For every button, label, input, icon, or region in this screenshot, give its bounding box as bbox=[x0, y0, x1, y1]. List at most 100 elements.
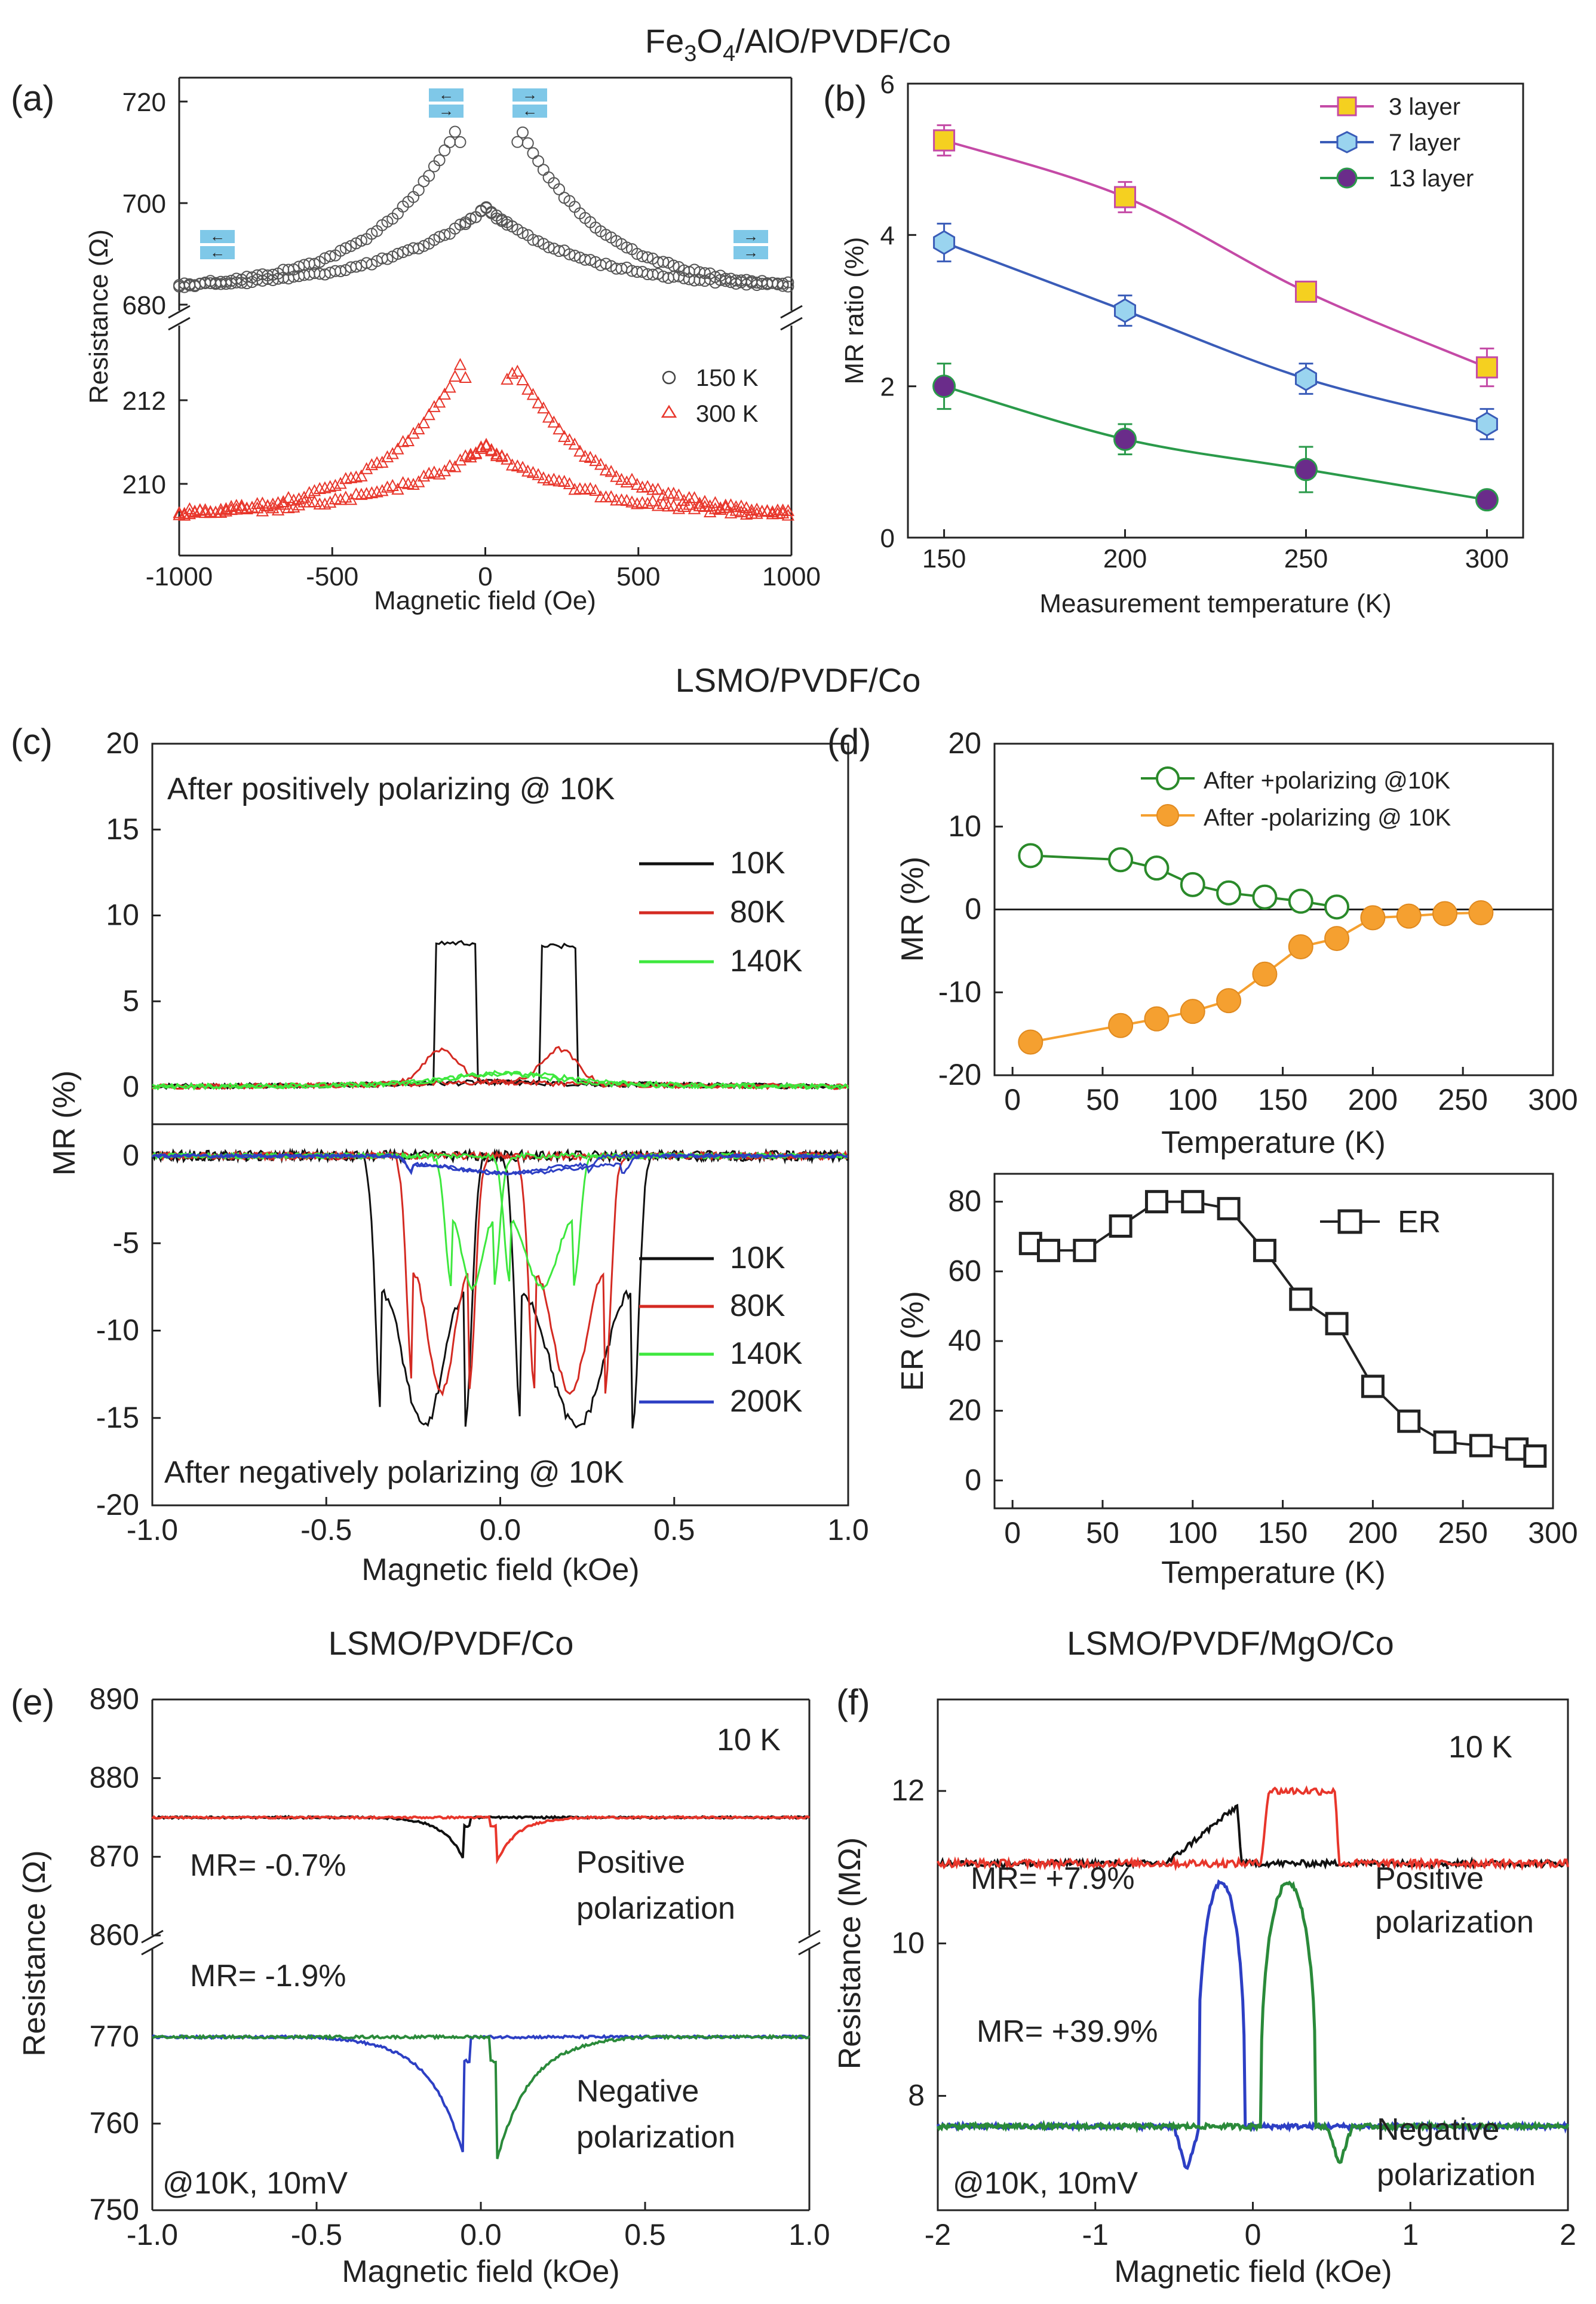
data-point-150k bbox=[501, 219, 513, 231]
db-x-tick-label: 0 bbox=[1004, 1516, 1021, 1550]
data-point-300k bbox=[376, 484, 389, 496]
data-point-300k bbox=[625, 495, 639, 508]
data-point-300k bbox=[683, 498, 696, 510]
panel-label-d: (d) bbox=[827, 722, 871, 762]
svg-text:←: ← bbox=[438, 85, 454, 103]
b-y-tick-label: 0 bbox=[880, 524, 895, 553]
data-point-pos-polarizing bbox=[1180, 872, 1205, 897]
db-x-tick-label: 150 bbox=[1258, 1516, 1308, 1550]
data-point-ER bbox=[1325, 1312, 1349, 1336]
data-point-ER bbox=[1289, 1287, 1313, 1311]
data-point-150k bbox=[569, 250, 581, 262]
e-x-tick-label: 0.5 bbox=[624, 2218, 666, 2251]
legend-label-80K: 80K bbox=[730, 895, 785, 929]
data-point-pos-polarizing bbox=[1018, 843, 1043, 869]
data-point-150k bbox=[490, 212, 503, 225]
data-point-300k bbox=[698, 495, 711, 507]
f-x-tick-label: 0 bbox=[1245, 2218, 1262, 2251]
data-point-300k bbox=[453, 358, 467, 370]
data-point-300k bbox=[646, 494, 659, 507]
e-yu-tick-label: 860 bbox=[90, 1918, 139, 1952]
data-point-ER bbox=[1144, 1190, 1168, 1214]
e-x-tick-label: 1.0 bbox=[788, 2218, 830, 2251]
magnetization-arrow-icon: ← ← ← → → ← → → bbox=[200, 85, 768, 261]
data-point-pos-polarizing bbox=[1324, 894, 1350, 920]
e-yl-tick-label: 770 bbox=[90, 2020, 139, 2053]
f-y-tick-label: 8 bbox=[908, 2079, 925, 2112]
a-x-tick-label: 0 bbox=[478, 562, 492, 591]
data-point-300k bbox=[708, 496, 722, 508]
data-point-300k bbox=[687, 491, 701, 504]
data-point-300k bbox=[573, 482, 587, 495]
a-x-tick-label: -500 bbox=[306, 562, 358, 591]
data-point-300k bbox=[407, 427, 420, 439]
data-point-300k bbox=[230, 502, 243, 515]
db-x-tick-label: 250 bbox=[1438, 1516, 1487, 1550]
data-point-300k bbox=[214, 505, 228, 518]
dt-x-tick-label: 150 bbox=[1258, 1083, 1308, 1116]
a-yu-tick-label: 680 bbox=[122, 291, 166, 320]
data-point-300k bbox=[558, 474, 571, 487]
data-point-3-layer bbox=[1114, 186, 1137, 208]
data-point-300k bbox=[615, 473, 628, 485]
legend-label-10K: 10K bbox=[730, 846, 785, 881]
b-y-tick-label: 6 bbox=[880, 70, 895, 99]
data-point-300k bbox=[277, 498, 290, 510]
dt-x-tick-label: 200 bbox=[1348, 1083, 1398, 1116]
data-point-pos-polarizing bbox=[1288, 888, 1313, 914]
data-point-300k bbox=[235, 499, 248, 511]
data-point-3-layer bbox=[1294, 280, 1317, 303]
data-point-300k bbox=[631, 477, 644, 490]
x-axis-label-b: Measurement temperature (K) bbox=[1039, 589, 1391, 618]
db-y-tick-label: 40 bbox=[948, 1324, 981, 1357]
data-point-300k bbox=[370, 485, 383, 498]
data-point-ER bbox=[1217, 1197, 1241, 1220]
data-point-150k bbox=[553, 183, 566, 195]
data-point-300k bbox=[183, 502, 197, 514]
dt-x-tick-label: 50 bbox=[1086, 1083, 1119, 1116]
data-point-300k bbox=[589, 483, 602, 496]
series-line-positive-red bbox=[151, 1815, 811, 1865]
db-y-tick-label: 0 bbox=[965, 1463, 981, 1496]
data-point-150k bbox=[241, 277, 253, 290]
data-point-300k bbox=[422, 467, 435, 479]
data-point-300k bbox=[266, 501, 280, 514]
f-y-tick-label: 12 bbox=[891, 1774, 925, 1807]
dt-x-tick-label: 300 bbox=[1528, 1083, 1577, 1116]
annotation-e-mr-pos: MR= -0.7% bbox=[190, 1848, 346, 1883]
annotation-e-mr-neg: MR= -1.9% bbox=[190, 1959, 346, 1993]
f-x-tick-label: -2 bbox=[925, 2218, 951, 2251]
data-point-150k bbox=[438, 144, 451, 157]
data-point-300k bbox=[704, 505, 717, 518]
data-point-300k bbox=[324, 495, 337, 508]
e-x-tick-label: -0.5 bbox=[291, 2218, 342, 2251]
data-point-300k bbox=[615, 493, 628, 506]
data-point-300k bbox=[329, 478, 342, 491]
data-point-300k bbox=[277, 495, 290, 507]
x-axis-label-d-bottom: Temperature (K) bbox=[1161, 1556, 1386, 1590]
data-point-300k bbox=[620, 475, 633, 487]
data-point-300k bbox=[292, 492, 306, 505]
data-point-150k bbox=[418, 240, 430, 252]
title-top: Fe3O4/AlO/PVDF/Co bbox=[645, 22, 951, 66]
data-point-300k bbox=[563, 477, 576, 489]
dt-y-tick-label: 10 bbox=[948, 809, 981, 843]
data-point-neg-polarizing bbox=[1252, 961, 1278, 987]
annotation-f-mr-neg: MR= +39.9% bbox=[977, 2014, 1158, 2049]
c-x-tick-label: -0.5 bbox=[300, 1513, 352, 1547]
c-yb-tick-label: -10 bbox=[96, 1314, 139, 1347]
data-point-300k bbox=[584, 481, 597, 494]
data-point-300k bbox=[604, 465, 618, 477]
annotation-e-neg-1: Negative bbox=[576, 2074, 699, 2109]
panel-e: LSMO/PVDF/Co (e) -1.0 -0.5 0.0 0.5 1.0 890 880… bbox=[11, 1624, 830, 2289]
series-line-negative-green bbox=[152, 2033, 811, 2159]
data-point-300k bbox=[407, 477, 420, 490]
legend-label-140K: 140K bbox=[730, 1336, 803, 1371]
data-point-300k bbox=[490, 447, 504, 460]
panel-label-a: (a) bbox=[11, 78, 54, 118]
data-point-ER bbox=[1073, 1238, 1097, 1262]
data-point-ER bbox=[1433, 1430, 1457, 1454]
data-point-300k bbox=[532, 468, 545, 480]
data-point-300k bbox=[271, 496, 285, 508]
